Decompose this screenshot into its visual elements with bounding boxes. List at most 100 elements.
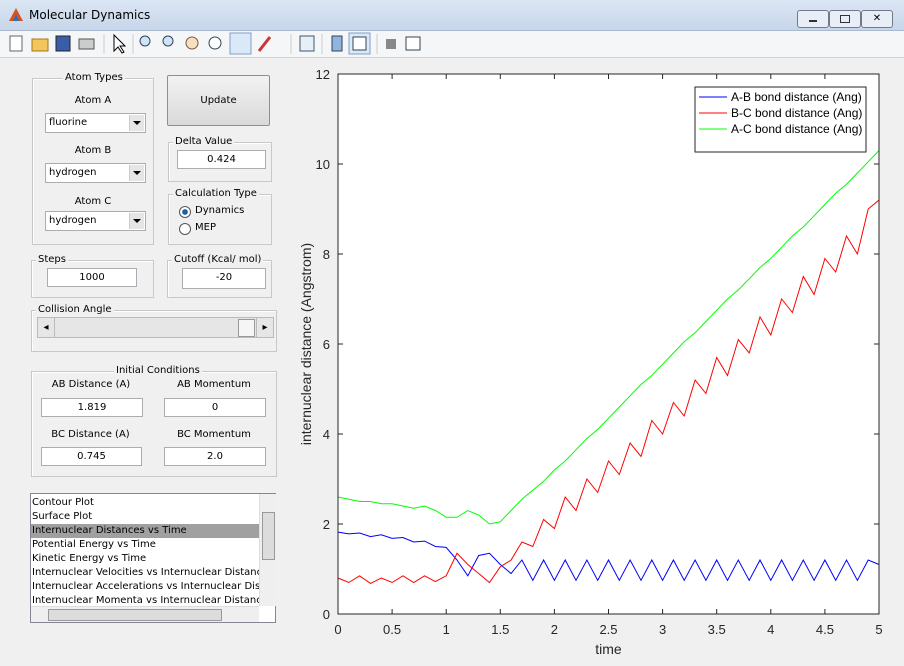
x-tick-label: 0.5	[383, 622, 401, 637]
window-title: Molecular Dynamics	[29, 8, 151, 22]
input-field[interactable]: 0.745	[41, 447, 142, 466]
panel-title: Steps	[36, 254, 68, 265]
field-label: BC Distance (A)	[51, 429, 130, 440]
maximize-button[interactable]	[829, 10, 861, 28]
minimize-button[interactable]	[797, 10, 829, 28]
dropdown-value: hydrogen	[49, 167, 97, 178]
vertical-scrollbar[interactable]	[259, 494, 276, 606]
radio-label: MEP	[195, 222, 216, 233]
x-tick-label: 3	[659, 622, 666, 637]
radio-button[interactable]	[179, 206, 191, 218]
legend-box	[694, 86, 867, 153]
zoom-in-icon[interactable]	[139, 35, 151, 47]
x-tick-label: 1	[443, 622, 450, 637]
atom-b-dropdown[interactable]: hydrogen	[45, 163, 146, 183]
y-tick-label: 2	[323, 517, 330, 532]
colorbar-icon[interactable]	[331, 35, 343, 52]
axes-box	[337, 73, 880, 615]
input-field[interactable]: 1.819	[41, 398, 143, 417]
y-tick-label: 6	[323, 337, 330, 352]
atom-a-label: Atom A	[74, 95, 112, 106]
initial-conditions-panel: Initial Conditions	[31, 365, 277, 477]
list-item[interactable]: Internuclear Distances vs Time	[31, 524, 259, 538]
panel-title: Calculation Type	[173, 188, 259, 199]
plot-list: Contour Plot Surface Plot Internuclear Dis…	[30, 493, 276, 623]
rotate-icon[interactable]	[208, 36, 222, 50]
list-item[interactable]: Potential Energy vs Time	[32, 539, 156, 550]
radio-button[interactable]	[179, 223, 191, 235]
toolbar	[0, 31, 904, 58]
x-tick-label: 4	[767, 622, 774, 637]
list-item[interactable]: Contour Plot	[32, 497, 94, 508]
delta-value-field[interactable]: 0.424	[177, 150, 266, 169]
list-item[interactable]: Kinetic Energy vs Time	[32, 553, 147, 564]
update-button[interactable]: Update	[167, 75, 270, 126]
field-label: AB Distance (A)	[51, 379, 131, 390]
x-tick-label: 4.5	[816, 622, 834, 637]
panel-title: Collision Angle	[36, 304, 114, 315]
brush-icon[interactable]	[257, 36, 272, 52]
legend-label: A-B bond distance (Ang)	[731, 90, 862, 104]
new-icon[interactable]	[9, 35, 23, 52]
atom-types-panel: Atom Types	[32, 72, 154, 245]
panel-title: Delta Value	[173, 136, 235, 147]
calculation-type-panel: Calculation Type	[168, 188, 272, 245]
legend-label: A-C bond distance (Ang)	[731, 122, 862, 136]
line-series	[337, 150, 880, 525]
x-axis-label: time	[595, 641, 622, 657]
y-tick-label: 8	[323, 247, 330, 262]
radio-label: Dynamics	[195, 205, 245, 216]
slider-thumb[interactable]	[238, 319, 255, 337]
print-icon[interactable]	[78, 38, 95, 50]
button-label: Update	[200, 95, 237, 106]
cutoff-field[interactable]: -20	[182, 268, 266, 289]
toolbar-icons	[9, 32, 421, 55]
list-item[interactable]: Surface Plot	[32, 511, 93, 522]
delta-value-panel: Delta Value	[168, 136, 272, 182]
open-icon[interactable]	[31, 38, 49, 52]
x-tick-label: 0	[334, 622, 341, 637]
hide-tools-icon[interactable]	[386, 39, 396, 49]
y-tick-label: 10	[316, 157, 330, 172]
y-tick-label: 4	[323, 427, 330, 442]
collision-angle-slider[interactable]: ◂ ▸	[37, 317, 274, 338]
input-field[interactable]: 2.0	[164, 447, 266, 466]
cutoff-panel: Cutoff (Kcal/ mol)	[167, 254, 272, 298]
steps-field[interactable]: 1000	[47, 268, 137, 287]
pan-icon[interactable]	[185, 36, 199, 50]
x-tick-label: 2.5	[599, 622, 617, 637]
list-item[interactable]: Internuclear Accelerations vs Internucle…	[32, 581, 259, 592]
show-tools-icon[interactable]	[405, 36, 421, 51]
horizontal-scrollbar[interactable]	[31, 606, 259, 622]
input-field[interactable]: 0	[164, 398, 266, 417]
collision-angle-panel: Collision Angle	[31, 304, 277, 352]
pointer-icon[interactable]	[113, 33, 127, 54]
panel-title: Cutoff (Kcal/ mol)	[172, 254, 264, 265]
save-icon[interactable]	[55, 35, 71, 52]
dropdown-value: fluorine	[49, 117, 88, 128]
x-tick-label: 3.5	[708, 622, 726, 637]
atom-c-dropdown[interactable]: hydrogen	[45, 211, 146, 231]
close-button[interactable]: ✕	[861, 10, 893, 28]
field-label: BC Momentum	[177, 429, 251, 440]
app-icon	[9, 8, 23, 21]
data-cursor-icon[interactable]	[229, 32, 252, 55]
link-icon[interactable]	[299, 35, 315, 52]
y-tick-label: 12	[316, 67, 330, 82]
plot-area	[338, 74, 879, 614]
x-tick-label: 2	[551, 622, 558, 637]
field-label: AB Momentum	[177, 379, 251, 390]
line-series	[337, 531, 880, 582]
list-item[interactable]: Internuclear Velocities vs Internuclear …	[32, 567, 259, 578]
line-series	[337, 199, 880, 584]
title-bar: Molecular Dynamics ✕	[0, 0, 904, 31]
atom-a-dropdown[interactable]: fluorine	[45, 113, 146, 133]
panel-title: Atom Types	[63, 72, 125, 83]
zoom-out-icon[interactable]	[162, 35, 174, 47]
atom-b-label: Atom B	[74, 145, 112, 156]
steps-panel: Steps	[31, 254, 154, 298]
dropdown-value: hydrogen	[49, 215, 97, 226]
x-tick-label: 5	[875, 622, 882, 637]
list-item[interactable]: Internuclear Momenta vs Internuclear Dis…	[32, 595, 259, 606]
